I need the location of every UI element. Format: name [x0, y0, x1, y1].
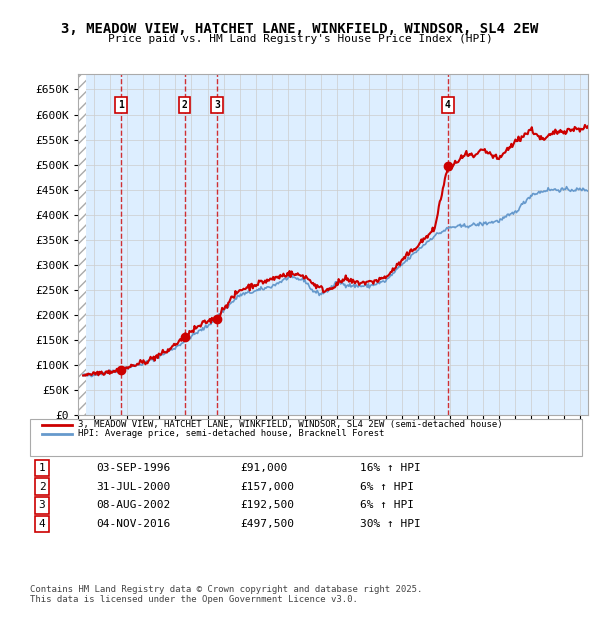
Text: 1: 1: [118, 100, 124, 110]
Bar: [78, 74, 86, 415]
Text: Price paid vs. HM Land Registry's House Price Index (HPI): Price paid vs. HM Land Registry's House …: [107, 34, 493, 44]
Text: 3, MEADOW VIEW, HATCHET LANE, WINKFIELD, WINDSOR, SL4 2EW: 3, MEADOW VIEW, HATCHET LANE, WINKFIELD,…: [61, 22, 539, 36]
Text: 1: 1: [38, 463, 46, 473]
Text: 03-SEP-1996: 03-SEP-1996: [96, 463, 170, 473]
Text: £91,000: £91,000: [240, 463, 287, 473]
Text: 3, MEADOW VIEW, HATCHET LANE, WINKFIELD, WINDSOR, SL4 2EW (semi-detached house): 3, MEADOW VIEW, HATCHET LANE, WINKFIELD,…: [78, 420, 503, 429]
Text: £157,000: £157,000: [240, 482, 294, 492]
Text: £497,500: £497,500: [240, 519, 294, 529]
Text: 3: 3: [214, 100, 220, 110]
Text: 2: 2: [182, 100, 187, 110]
Text: 6% ↑ HPI: 6% ↑ HPI: [360, 500, 414, 510]
Text: HPI: Average price, semi-detached house, Bracknell Forest: HPI: Average price, semi-detached house,…: [78, 430, 385, 438]
Text: 31-JUL-2000: 31-JUL-2000: [96, 482, 170, 492]
Text: 04-NOV-2016: 04-NOV-2016: [96, 519, 170, 529]
Text: 4: 4: [445, 100, 451, 110]
Text: 30% ↑ HPI: 30% ↑ HPI: [360, 519, 421, 529]
Text: 16% ↑ HPI: 16% ↑ HPI: [360, 463, 421, 473]
Text: 2: 2: [38, 482, 46, 492]
Text: Contains HM Land Registry data © Crown copyright and database right 2025.
This d: Contains HM Land Registry data © Crown c…: [30, 585, 422, 604]
Text: 6% ↑ HPI: 6% ↑ HPI: [360, 482, 414, 492]
Text: 3: 3: [38, 500, 46, 510]
Text: 4: 4: [38, 519, 46, 529]
Text: 08-AUG-2002: 08-AUG-2002: [96, 500, 170, 510]
Text: £192,500: £192,500: [240, 500, 294, 510]
